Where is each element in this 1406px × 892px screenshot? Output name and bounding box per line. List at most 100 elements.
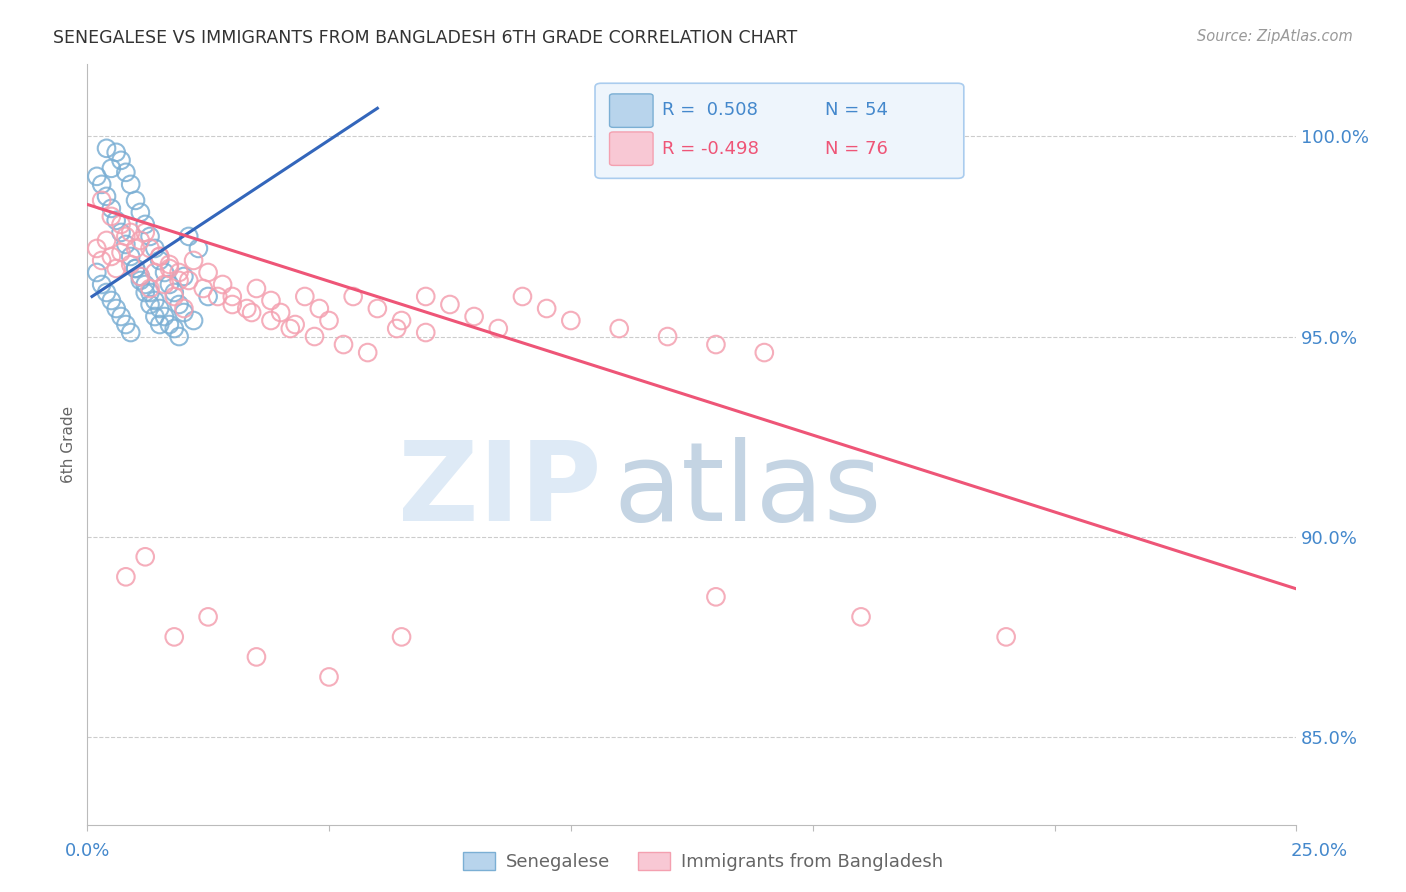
- Point: [183, 313, 205, 327]
- Point: [415, 289, 437, 303]
- Point: [110, 310, 132, 324]
- Point: [100, 249, 122, 263]
- Point: [173, 305, 195, 319]
- Point: [139, 297, 162, 311]
- Point: [157, 261, 180, 276]
- Point: [163, 285, 186, 300]
- Text: R = -0.498: R = -0.498: [662, 140, 758, 159]
- Point: [110, 218, 132, 232]
- Point: [115, 318, 138, 332]
- Text: N = 76: N = 76: [825, 140, 887, 159]
- Point: [90, 277, 112, 292]
- Point: [157, 257, 180, 271]
- Point: [318, 313, 340, 327]
- Point: [197, 265, 219, 279]
- Point: [167, 265, 190, 279]
- Point: [134, 285, 156, 300]
- Point: [704, 337, 727, 351]
- Y-axis label: 6th Grade: 6th Grade: [60, 406, 76, 483]
- Point: [173, 301, 195, 316]
- Point: [236, 301, 259, 316]
- Point: [134, 218, 156, 232]
- Point: [357, 345, 380, 359]
- Point: [560, 313, 582, 327]
- Point: [100, 202, 122, 216]
- Point: [284, 318, 307, 332]
- Point: [96, 189, 118, 203]
- Point: [193, 281, 215, 295]
- Text: N = 54: N = 54: [825, 101, 887, 119]
- Point: [163, 289, 186, 303]
- Point: [110, 153, 132, 168]
- Point: [115, 165, 138, 179]
- Point: [221, 297, 243, 311]
- Point: [157, 277, 180, 292]
- Point: [143, 242, 166, 256]
- Point: [124, 242, 146, 256]
- Legend: Senegalese, Immigrants from Bangladesh: Senegalese, Immigrants from Bangladesh: [456, 846, 950, 879]
- Point: [270, 305, 292, 319]
- Point: [115, 237, 138, 252]
- Point: [96, 141, 118, 155]
- Point: [105, 145, 128, 160]
- Point: [391, 630, 413, 644]
- Point: [167, 273, 190, 287]
- Point: [139, 229, 162, 244]
- Point: [486, 321, 509, 335]
- Point: [120, 178, 142, 192]
- Point: [415, 326, 437, 340]
- Point: [342, 289, 364, 303]
- Point: [308, 301, 330, 316]
- Text: ZIP: ZIP: [398, 437, 602, 544]
- Point: [105, 301, 128, 316]
- Point: [260, 293, 283, 308]
- Point: [120, 249, 142, 263]
- Point: [90, 178, 112, 192]
- Point: [163, 630, 186, 644]
- Point: [124, 194, 146, 208]
- Point: [245, 281, 267, 295]
- Point: [245, 649, 267, 664]
- Point: [129, 273, 152, 287]
- Point: [134, 226, 156, 240]
- Point: [110, 245, 132, 260]
- Point: [207, 289, 229, 303]
- Point: [183, 253, 205, 268]
- Point: [149, 249, 172, 263]
- Point: [439, 297, 461, 311]
- Point: [110, 226, 132, 240]
- Point: [197, 610, 219, 624]
- Point: [90, 253, 112, 268]
- Point: [129, 269, 152, 284]
- Text: 25.0%: 25.0%: [1291, 842, 1347, 860]
- Point: [177, 273, 200, 287]
- FancyBboxPatch shape: [610, 94, 652, 128]
- Point: [512, 289, 534, 303]
- Point: [124, 261, 146, 276]
- Point: [134, 549, 156, 564]
- Point: [153, 277, 176, 292]
- Point: [153, 310, 176, 324]
- Point: [704, 590, 727, 604]
- FancyBboxPatch shape: [595, 83, 965, 178]
- Point: [120, 257, 142, 271]
- Point: [139, 242, 162, 256]
- Point: [100, 210, 122, 224]
- Point: [105, 213, 128, 227]
- Point: [149, 249, 172, 263]
- Point: [754, 345, 776, 359]
- Point: [129, 234, 152, 248]
- Point: [294, 289, 316, 303]
- Point: [129, 205, 152, 219]
- Point: [260, 313, 283, 327]
- Point: [278, 321, 301, 335]
- Point: [139, 285, 162, 300]
- Point: [86, 265, 108, 279]
- Point: [153, 265, 176, 279]
- Point: [96, 285, 118, 300]
- Point: [657, 329, 679, 343]
- Point: [177, 229, 200, 244]
- Point: [167, 297, 190, 311]
- Point: [149, 253, 172, 268]
- Point: [187, 242, 209, 256]
